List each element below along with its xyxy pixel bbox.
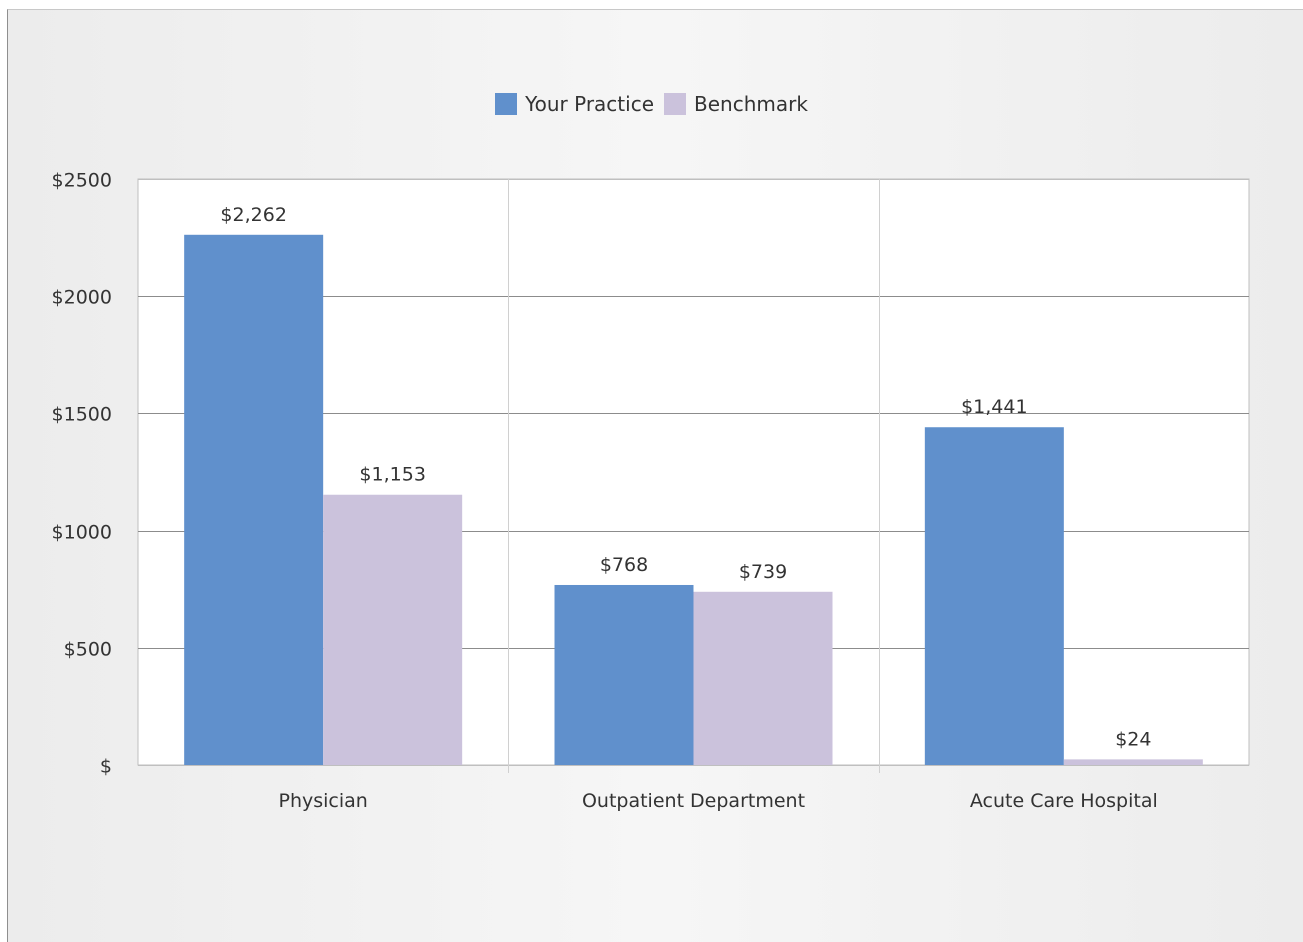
legend-swatch-benchmark — [664, 93, 686, 115]
bar-your-practice — [554, 584, 694, 765]
legend-item-your-practice[interactable]: Your Practice — [495, 92, 654, 116]
x-tick-label: Outpatient Department — [582, 790, 805, 812]
bar-benchmark — [1063, 759, 1203, 765]
bar-benchmark — [693, 591, 833, 765]
y-tick-label: $2500 — [52, 170, 112, 192]
data-label: $24 — [1115, 728, 1151, 750]
y-tick-label: $500 — [64, 639, 112, 661]
data-label: $2,262 — [220, 204, 286, 226]
x-tick-label: Physician — [278, 790, 367, 812]
chart-legend: Your Practice Benchmark — [0, 92, 1303, 116]
y-tick-label: $ — [100, 756, 112, 778]
legend-label-your-practice: Your Practice — [525, 92, 654, 116]
y-tick-label: $2000 — [52, 287, 112, 309]
data-label: $1,441 — [961, 396, 1027, 418]
legend-item-benchmark[interactable]: Benchmark — [664, 92, 808, 116]
legend-swatch-your-practice — [495, 93, 518, 115]
data-label: $1,153 — [359, 464, 425, 486]
bar-your-practice — [184, 234, 324, 765]
x-tick-label: Acute Care Hospital — [970, 790, 1158, 812]
bar-your-practice — [924, 427, 1064, 765]
legend-label-benchmark: Benchmark — [694, 92, 808, 116]
y-tick-label: $1500 — [52, 404, 112, 426]
data-label: $768 — [600, 554, 648, 576]
data-label: $739 — [739, 561, 787, 583]
y-tick-label: $1000 — [52, 522, 112, 544]
bar-benchmark — [323, 494, 463, 765]
